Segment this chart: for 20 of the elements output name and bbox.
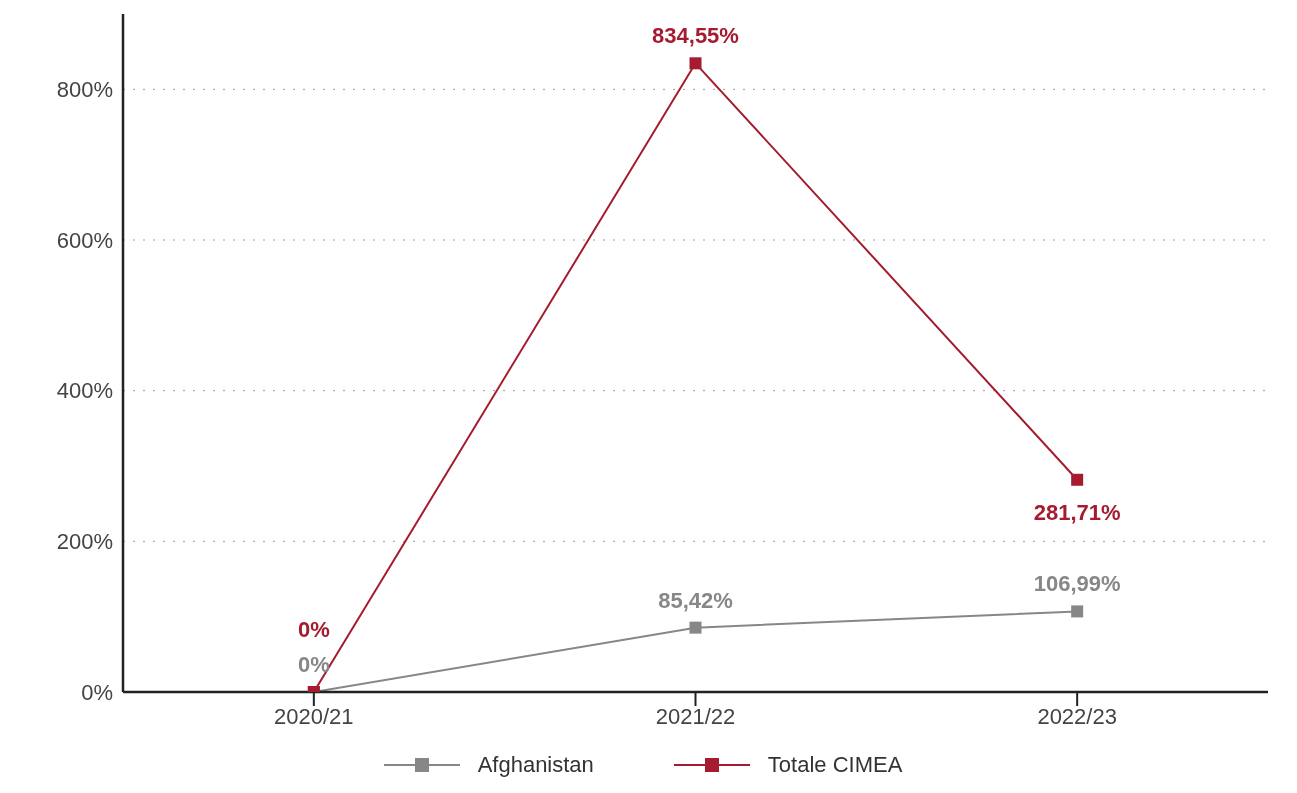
point [1071,473,1084,486]
legend-label: Totale CIMEA [767,752,903,778]
data-label: 281,71% [1033,499,1121,525]
y-tick-label: 600% [56,227,113,253]
x-tick-label: 2021/22 [655,703,736,729]
y-tick-label: 0% [81,679,113,705]
data-label: 0% [297,652,330,677]
data-label: 0% [297,617,330,642]
point [689,621,702,634]
x-tick-label: 2022/23 [1037,703,1117,729]
data-label: 85,42% [658,587,733,613]
point [689,57,702,70]
y-tick-label: 200% [56,529,113,555]
point [1071,605,1084,618]
y-tick-label: 800% [56,77,113,103]
data-label: 834,55% [652,23,739,49]
y-tick-label: 400% [56,378,113,404]
x-tick-label: 2020/21 [274,703,354,729]
data-label: 106,99% [1033,571,1121,597]
legend-label: Afghanistan [477,752,594,778]
